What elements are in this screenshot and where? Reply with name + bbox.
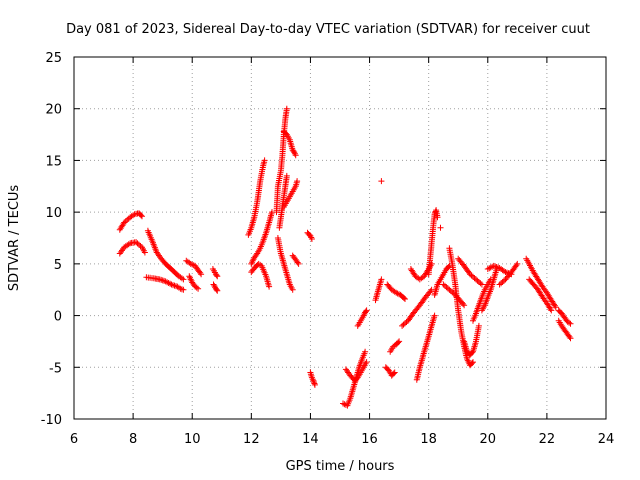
- data-point: [437, 224, 444, 231]
- data-points: [116, 105, 574, 409]
- data-point: [340, 400, 346, 407]
- y-tick-label: 5: [54, 258, 62, 273]
- x-tick-label: 12: [243, 432, 260, 447]
- data-point: [213, 286, 220, 293]
- data-point: [308, 236, 315, 242]
- data-point: [445, 264, 452, 270]
- y-tick-label: -5: [49, 361, 62, 376]
- y-tick-label: -10: [41, 413, 62, 428]
- data-point: [363, 359, 370, 366]
- plot-frame: [73, 56, 607, 420]
- data-point: [566, 319, 573, 326]
- x-tick-label: 6: [70, 432, 78, 447]
- x-tick-label: 14: [302, 432, 319, 447]
- data-point: [294, 259, 301, 266]
- data-point: [283, 105, 290, 112]
- data-point: [460, 300, 466, 307]
- data-point: [399, 322, 406, 329]
- data-point: [214, 287, 221, 294]
- data-point: [552, 304, 559, 311]
- y-tick-label: 15: [45, 154, 62, 169]
- data-point: [547, 306, 554, 312]
- data-point: [294, 178, 301, 185]
- chart-title: Day 081 of 2023, Sidereal Day-to-day VTE…: [66, 22, 590, 37]
- data-point: [180, 286, 187, 293]
- x-tick-label: 8: [129, 432, 137, 447]
- data-point: [283, 172, 290, 179]
- x-tick-label: 18: [420, 432, 437, 447]
- data-point: [395, 339, 402, 346]
- data-point: [400, 295, 407, 301]
- data-point: [514, 260, 521, 267]
- data-point: [295, 260, 302, 267]
- data-point: [393, 289, 400, 296]
- data-point: [292, 152, 299, 159]
- data-point: [434, 214, 441, 221]
- data-point: [363, 307, 370, 314]
- data-point: [261, 157, 268, 164]
- data-point: [213, 272, 220, 279]
- x-tick-label: 20: [480, 432, 497, 447]
- data-point: [566, 333, 573, 340]
- data-point: [431, 312, 438, 319]
- data-point: [193, 284, 200, 291]
- data-point: [139, 213, 145, 220]
- data-point: [499, 279, 506, 285]
- data-point: [167, 280, 174, 287]
- data-point: [513, 262, 520, 269]
- x-tick-label: 10: [184, 432, 201, 447]
- data-point: [378, 178, 385, 185]
- y-tick-label: 20: [45, 103, 62, 118]
- data-point: [473, 276, 479, 283]
- data-point: [390, 370, 397, 377]
- y-tick-label: 0: [54, 310, 62, 325]
- data-point: [141, 249, 148, 256]
- data-point: [402, 296, 408, 302]
- data-point: [311, 381, 318, 388]
- data-point: [548, 307, 555, 314]
- x-tick-label: 24: [598, 432, 615, 447]
- x-tick-label: 16: [361, 432, 378, 447]
- data-point: [478, 281, 485, 288]
- data-point: [180, 276, 187, 283]
- data-point: [469, 360, 475, 367]
- data-point: [470, 359, 476, 366]
- data-point: [362, 348, 369, 355]
- data-point: [461, 302, 468, 309]
- axis-ticks: 6 8 10 12 14 16 18 20 22 24 -10 -5 0 5 10 15 20 25: [41, 51, 615, 447]
- data-point: [492, 263, 499, 270]
- data-point: [567, 320, 574, 327]
- data-point: [214, 273, 221, 280]
- data-point: [391, 369, 398, 376]
- data-point: [133, 239, 140, 246]
- data-point: [195, 285, 202, 292]
- y-tick-label: 10: [45, 206, 62, 221]
- y-axis-label: SDTVAR / TECUs: [7, 185, 22, 292]
- y-tick-label: 25: [45, 51, 62, 66]
- data-point: [198, 271, 205, 278]
- data-point: [290, 148, 297, 155]
- data-point: [378, 276, 385, 283]
- data-point: [567, 335, 574, 342]
- data-point: [446, 286, 453, 293]
- data-point: [475, 322, 482, 329]
- x-axis-label: GPS time / hours: [286, 459, 395, 474]
- data-point: [396, 338, 403, 345]
- x-tick-label: 22: [539, 432, 556, 447]
- data-point: [197, 269, 204, 276]
- data-point: [266, 283, 273, 290]
- data-point: [138, 212, 144, 219]
- data-point: [289, 286, 296, 293]
- data-point: [253, 251, 260, 258]
- data-point: [362, 308, 369, 315]
